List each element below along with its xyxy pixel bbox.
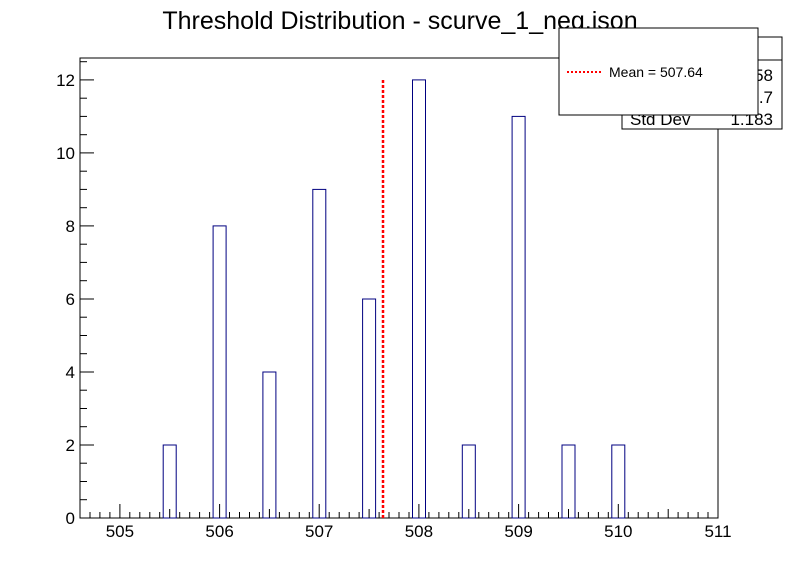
histogram-bar-3 (262, 371, 277, 519)
x-tick-label-508: 508 (405, 522, 433, 541)
histogram-bar-8 (511, 115, 526, 519)
histogram-bar-5 (362, 298, 377, 519)
y-tick-label-10: 10 (56, 144, 75, 163)
y-tick-label-0: 0 (66, 509, 75, 528)
histogram-bars (162, 79, 626, 519)
y-tick-label-6: 6 (66, 290, 75, 309)
chart-title: Threshold Distribution - scurve_1_neg.js… (162, 7, 637, 35)
x-tick-label-511: 511 (704, 522, 731, 541)
y-tick-label-4: 4 (66, 363, 75, 382)
histogram-bar-6 (412, 79, 426, 519)
histogram-bar-2 (212, 225, 227, 519)
y-tick-label-8: 8 (66, 217, 75, 236)
y-tick-label-2: 2 (66, 436, 75, 455)
histogram-bar-4 (312, 188, 327, 519)
histogram-bar-7 (461, 444, 476, 519)
stats-row-1-value: 58 (754, 66, 773, 85)
x-tick-label-505: 505 (106, 522, 134, 541)
legend-mean-label: Mean = 507.64 (609, 64, 703, 80)
legend-box: Mean = 507.64 (558, 27, 759, 116)
axes: 505 506 507 508 509 510 511 0 2 4 6 8 10 12 (56, 61, 732, 541)
x-tick-label-506: 506 (205, 522, 233, 541)
histogram-bar-1 (162, 444, 177, 519)
histogram-bar-9 (561, 444, 576, 519)
x-tick-label-510: 510 (604, 522, 632, 541)
x-tick-label-509: 509 (504, 522, 532, 541)
stats-row-2-value: .7 (759, 88, 773, 107)
y-tick-label-12: 12 (56, 71, 75, 90)
x-tick-label-507: 507 (305, 522, 333, 541)
